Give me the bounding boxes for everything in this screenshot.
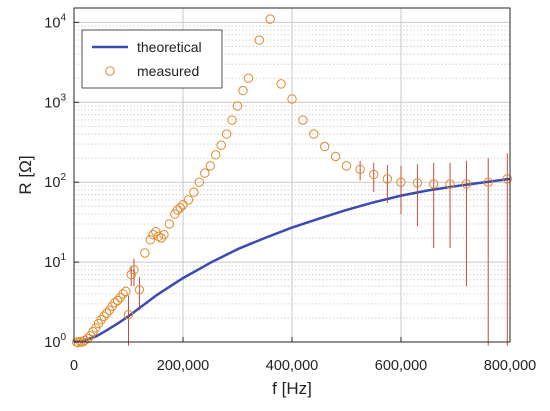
legend-measured-swatch — [105, 66, 115, 76]
measured-point — [320, 141, 330, 152]
y-axis-label: R [Ω] — [16, 155, 35, 194]
measured-point — [183, 195, 194, 205]
measured-point — [205, 161, 215, 171]
measured-point — [178, 200, 188, 210]
measured-point — [461, 179, 472, 189]
measured-point — [483, 177, 493, 187]
measured-point — [126, 269, 136, 280]
measured-point — [369, 169, 379, 180]
y-tick-label: 100 — [44, 332, 66, 351]
y-tick-label: 101 — [44, 252, 66, 271]
measured-point — [121, 286, 131, 297]
measured-point — [159, 230, 169, 240]
x-tick-label: 0 — [70, 358, 78, 374]
measured-point — [276, 79, 286, 89]
measured-point — [238, 85, 248, 96]
measured-point — [341, 161, 352, 171]
legend-theoretical-label: theoretical — [137, 39, 202, 55]
measured-series — [72, 14, 512, 348]
measured-point — [96, 315, 106, 325]
measured-point — [502, 174, 512, 184]
legend-box — [81, 29, 223, 89]
theoretical-series — [73, 177, 511, 344]
measured-point — [211, 150, 221, 160]
measured-point — [330, 151, 341, 162]
measured-point — [73, 338, 84, 348]
measured-point — [445, 179, 455, 189]
measured-point — [80, 335, 90, 346]
measured-point — [227, 115, 237, 125]
measured-point — [118, 289, 128, 299]
measured-point — [153, 231, 164, 242]
x-axis-ticks: 0 200,000 400,000 600,000 800,000 — [70, 337, 536, 374]
measured-point — [151, 227, 161, 237]
y-tick-label: 104 — [44, 12, 66, 31]
measured-point — [194, 177, 205, 187]
measured-point — [216, 140, 226, 150]
measured-point — [175, 202, 185, 213]
x-tick-label: 200,000 — [157, 358, 209, 374]
measured-point — [102, 308, 112, 318]
measured-point — [200, 168, 210, 178]
x-axis-label: f [Hz] — [272, 379, 312, 398]
measured-point — [99, 311, 109, 321]
legend-measured-label: measured — [137, 63, 199, 79]
measured-point — [145, 235, 156, 245]
measured-point — [309, 129, 319, 139]
measured-point — [243, 73, 254, 83]
measured-point — [164, 219, 175, 229]
y-tick-label: 102 — [44, 172, 66, 191]
x-tick-label: 600,000 — [375, 358, 427, 374]
y-axis-ticks: 100 101 102 103 104 — [44, 12, 79, 351]
measured-point — [129, 265, 139, 275]
measured-point — [134, 285, 145, 295]
measured-point — [123, 309, 134, 320]
measured-point — [396, 177, 406, 187]
x-tick-label: 400,000 — [266, 358, 318, 374]
measured-point — [355, 164, 365, 174]
theoretical-line — [73, 177, 511, 344]
measured-point — [221, 129, 232, 139]
measured-point — [82, 333, 93, 344]
measured-point — [382, 174, 393, 184]
measured-point — [140, 248, 150, 258]
y-tick-label: 103 — [44, 92, 66, 111]
measured-point — [429, 179, 439, 189]
legend: theoretical measured — [81, 29, 223, 89]
measured-point — [172, 205, 183, 215]
measured-point — [298, 115, 308, 125]
measured-point — [412, 178, 423, 188]
measured-point — [232, 101, 243, 111]
x-tick-label: 800,000 — [484, 358, 536, 374]
measured-point — [112, 295, 123, 306]
measured-point — [254, 35, 264, 45]
measured-point — [148, 230, 158, 240]
measured-point — [287, 94, 297, 104]
measured-point — [265, 14, 275, 24]
measured-point — [156, 233, 166, 243]
measured-point — [189, 187, 199, 197]
measured-point — [110, 298, 120, 308]
